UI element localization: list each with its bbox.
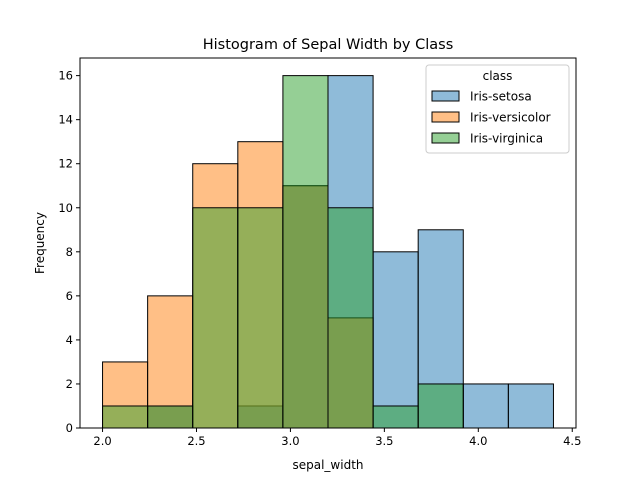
- x-tick-label: 2.5: [187, 434, 205, 448]
- bar-iris-setosa-8: [462, 383, 509, 429]
- x-tick-label: 2.0: [93, 434, 111, 448]
- bar-iris-virginica-0: [102, 405, 149, 429]
- bar-iris-virginica-2: [192, 207, 239, 429]
- y-tick-label: 14: [58, 113, 73, 127]
- bar-iris-virginica-6: [372, 405, 419, 429]
- y-tick-label: 4: [66, 333, 73, 347]
- x-axis-label: sepal_width: [292, 458, 363, 472]
- legend-swatch: [431, 132, 460, 144]
- x-tick-label: 3.5: [375, 434, 393, 448]
- bar-iris-setosa-6: [372, 251, 419, 429]
- x-axis: 2.0 2.5 3.0 3.5 4.0 4.5: [93, 428, 581, 448]
- y-tick-label: 12: [58, 157, 73, 171]
- legend-label: Iris-virginica: [470, 132, 543, 146]
- x-tick-label: 4.5: [563, 434, 581, 448]
- y-tick-label: 0: [66, 421, 73, 435]
- legend: class Iris-setosa Iris-versicolor Iris-vir…: [425, 64, 570, 154]
- bars-layer: [102, 75, 554, 429]
- y-axis: 0 2 4 6 8 10 12 14 16: [58, 69, 80, 435]
- legend-title: class: [483, 69, 513, 83]
- bar-iris-virginica-5: [327, 207, 374, 429]
- legend-box: [425, 64, 570, 154]
- bar-iris-virginica-1: [147, 405, 194, 429]
- x-tick-label: 4.0: [469, 434, 487, 448]
- legend-swatch: [431, 111, 460, 123]
- chart-title: Histogram of Sepal Width by Class: [203, 37, 454, 53]
- plot-frame: [79, 57, 577, 429]
- y-tick-label: 10: [58, 201, 73, 215]
- bar-iris-virginica-7: [417, 383, 464, 429]
- y-tick-label: 2: [66, 377, 73, 391]
- legend-label: Iris-versicolor: [470, 111, 551, 125]
- bar-iris-virginica-4: [282, 75, 329, 429]
- y-tick-label: 16: [58, 69, 73, 83]
- y-tick-label: 8: [66, 245, 73, 259]
- y-axis-label: Frequency: [33, 212, 47, 274]
- bar-iris-virginica-3: [237, 207, 284, 429]
- bar-iris-setosa-9: [507, 383, 554, 429]
- legend-label: Iris-setosa: [470, 90, 532, 104]
- legend-swatch: [431, 90, 460, 102]
- x-tick-label: 3.0: [281, 434, 299, 448]
- legend-items: Iris-setosa Iris-versicolor Iris-virginica: [431, 90, 551, 146]
- y-tick-label: 6: [66, 289, 73, 303]
